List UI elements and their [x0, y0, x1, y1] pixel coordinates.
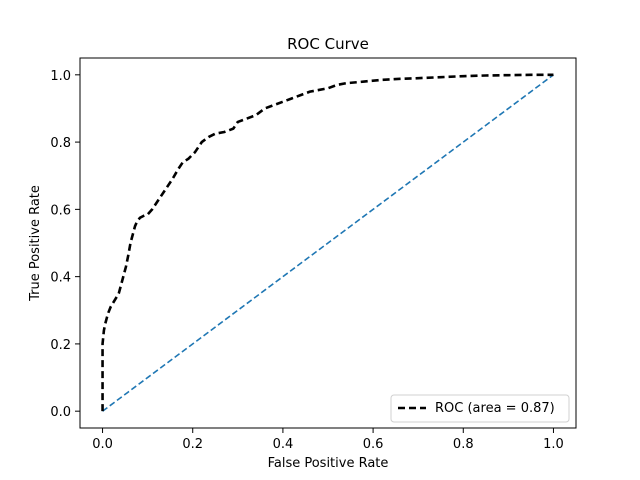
- x-tick-label: 0.6: [363, 437, 384, 452]
- y-tick-label: 0.6: [50, 203, 71, 218]
- y-tick-label: 0.2: [50, 338, 71, 353]
- y-tick-label: 1.0: [50, 69, 71, 84]
- y-tick-label: 0.8: [50, 136, 71, 151]
- x-axis-ticks: 0.0 0.2 0.4 0.6 0.8 1.0: [92, 428, 564, 452]
- chance-diagonal-line: [102, 74, 554, 412]
- y-tick-label: 0.4: [50, 271, 71, 286]
- x-axis-label: False Positive Rate: [268, 456, 389, 471]
- x-tick-label: 0.4: [273, 437, 294, 452]
- legend-box: [390, 394, 570, 423]
- roc-curve-line: [101, 73, 554, 412]
- x-tick-label: 0.8: [453, 437, 474, 452]
- y-axis-label: True Positive Rate: [28, 185, 43, 302]
- chart-title: ROC Curve: [287, 35, 369, 53]
- y-axis-ticks: 0.0 0.2 0.4 0.6 0.8 1.0: [50, 69, 80, 420]
- y-tick-label: 0.0: [50, 405, 71, 420]
- legend: ROC (area = 0.87): [390, 394, 570, 423]
- x-tick-label: 0.2: [182, 437, 203, 452]
- series-layer: [101, 73, 554, 412]
- x-tick-label: 1.0: [543, 437, 564, 452]
- x-tick-label: 0.0: [92, 437, 113, 452]
- legend-label: ROC (area = 0.87): [435, 401, 555, 416]
